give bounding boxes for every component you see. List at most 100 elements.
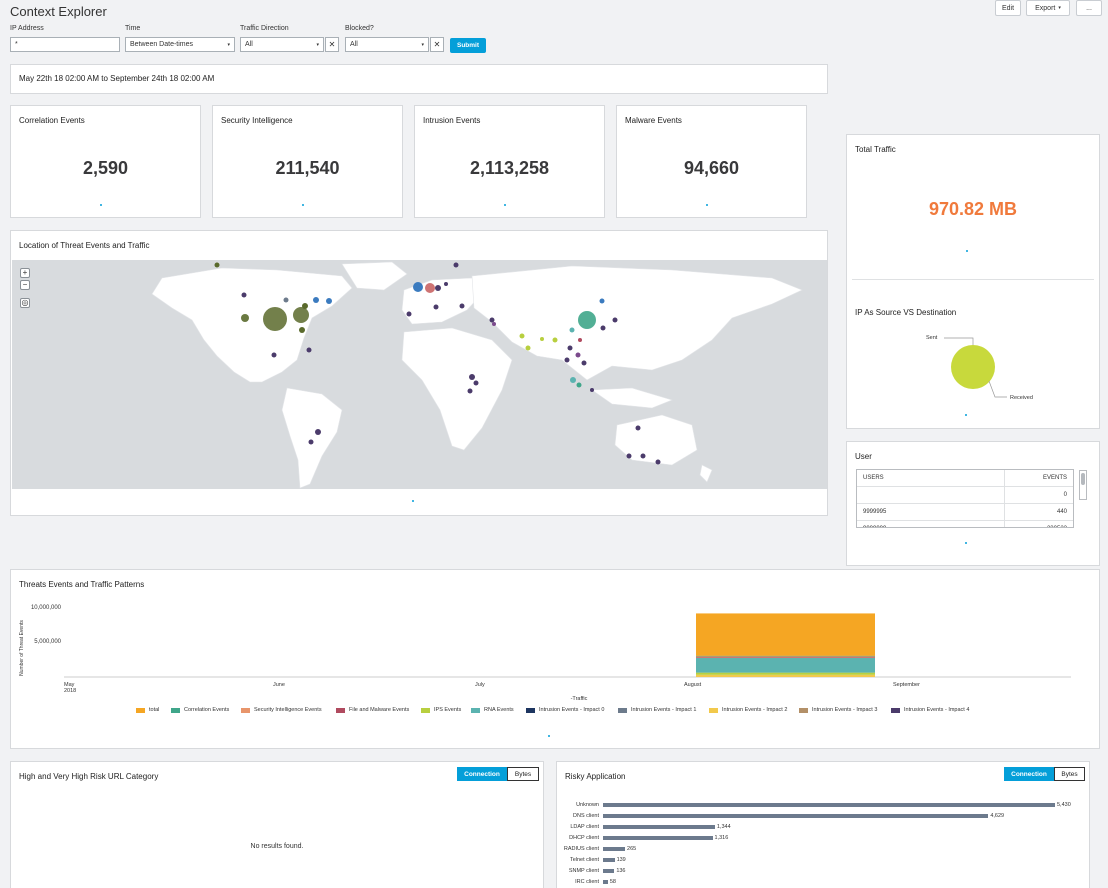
legend-item[interactable]: Intrusion Events - Impact 2 [709, 707, 787, 713]
stat-card-security-intelligence[interactable]: Security Intelligence 211,540 [212, 105, 403, 218]
world-map[interactable]: + − ◎ [12, 260, 827, 489]
bar-segment-intrusion-events-impact-2[interactable] [696, 674, 875, 677]
x-tick-year: 2018 [64, 688, 76, 694]
risky-app-label: SNMP client [568, 867, 599, 874]
legend-item[interactable]: Intrusion Events - Impact 0 [526, 707, 604, 713]
direction-select[interactable]: All ▾ [240, 37, 324, 52]
legend-item[interactable]: Intrusion Events - Impact 3 [799, 707, 877, 713]
legend-label: IPS Events [434, 707, 462, 713]
stat-card-malware[interactable]: Malware Events 94,660 [616, 105, 807, 218]
column-header-users[interactable]: USERS [857, 470, 1005, 486]
edit-button[interactable]: Edit [995, 0, 1021, 16]
connection-tab[interactable]: Connection [457, 767, 507, 781]
bar-segment-total[interactable] [696, 613, 875, 656]
events-cell: 440 [1056, 509, 1067, 515]
legend-item[interactable]: total [136, 707, 159, 713]
table-row[interactable]: 9999995 440 [857, 504, 1073, 521]
ip-address-input[interactable]: * [10, 37, 120, 52]
risky-app-row[interactable]: SNMP client 136 [557, 865, 626, 876]
legend-item[interactable]: Security Intelligence Events [241, 707, 322, 713]
legend-label: RNA Events [484, 707, 514, 713]
legend-item[interactable]: Intrusion Events - Impact 1 [618, 707, 696, 713]
risky-app-label: Unknown [576, 801, 599, 808]
risky-app-bar[interactable] [603, 813, 989, 818]
export-button[interactable]: Export ▾ [1026, 0, 1070, 16]
table-row[interactable]: 9999999 230522 [857, 521, 1073, 527]
submit-button[interactable]: Submit [450, 38, 486, 53]
table-row[interactable]: 0 [857, 487, 1073, 504]
stat-card-label: Intrusion Events [423, 116, 481, 125]
connection-tab[interactable]: Connection [1004, 767, 1054, 781]
legend-label: Intrusion Events - Impact 3 [812, 707, 878, 713]
risky-app-value: 58 [609, 878, 616, 885]
map-title: Location of Threat Events and Traffic [19, 241, 150, 250]
blocked-label: Blocked? [345, 25, 374, 32]
stat-card-label: Correlation Events [19, 116, 85, 125]
risky-app-value: 4,629 [990, 812, 1005, 819]
risky-app-bar[interactable] [603, 879, 608, 884]
risky-app-row[interactable]: Unknown 5,430 [557, 799, 1071, 810]
legend-item[interactable]: Intrusion Events - Impact 4 [891, 707, 969, 713]
legend-item[interactable]: File and Malware Events [336, 707, 409, 713]
risky-app-row[interactable]: DNS client 4,629 [557, 810, 1004, 821]
legend-swatch [241, 707, 250, 713]
zoom-out-button[interactable]: − [20, 280, 30, 290]
risky-app-label: LDAP client [570, 823, 599, 830]
x-axis-label: -Traffic [571, 696, 588, 702]
more-button[interactable]: ... [1076, 0, 1102, 16]
legend-label: total [149, 707, 160, 713]
legend-label: Intrusion Events - Impact 2 [722, 707, 788, 713]
ip-direction-label: IP As Source VS Destination [855, 308, 957, 317]
risky-app-row[interactable]: DHCP client 1,316 [557, 832, 728, 843]
clear-direction-button[interactable]: ✕ [325, 37, 339, 52]
legend-item[interactable]: Correlation Events [171, 707, 229, 713]
bar-segment-file-and-malware-events[interactable] [696, 657, 875, 659]
bar-segment-rna-events[interactable] [696, 658, 875, 673]
map-panel: Location of Threat Events and Traffic [10, 230, 828, 516]
risky-app-bar[interactable] [603, 846, 626, 851]
column-header-events[interactable]: EVENTS [1042, 475, 1067, 481]
risky-app-bar[interactable] [603, 824, 715, 829]
bytes-tab[interactable]: Bytes [507, 767, 539, 781]
risky-app-row[interactable]: RADIUS client 265 [557, 843, 636, 854]
risky-app-bar[interactable] [603, 802, 1055, 807]
scrollbar[interactable] [1079, 470, 1087, 500]
x-tick-label: May [64, 682, 75, 688]
risky-app-row[interactable]: LDAP client 1,344 [557, 821, 730, 832]
ip-address-label: IP Address [10, 25, 44, 32]
risky-app-value: 136 [616, 867, 626, 874]
clear-blocked-button[interactable]: ✕ [430, 37, 444, 52]
url-metric-toggle: Connection Bytes [457, 767, 539, 781]
pie-slice-sent[interactable] [951, 345, 995, 389]
threats-chart[interactable]: Number of Threat Events 10,000,000 5,000… [11, 598, 1101, 728]
risky-app-bar[interactable] [603, 857, 615, 862]
stat-card-intrusion[interactable]: Intrusion Events 2,113,258 [414, 105, 605, 218]
locate-button[interactable]: ◎ [20, 298, 30, 308]
loading-dot [706, 204, 708, 206]
events-cell: 230522 [1005, 526, 1073, 527]
bar-segment-ips-events[interactable] [696, 672, 875, 675]
stat-card-correlation[interactable]: Correlation Events 2,590 [10, 105, 201, 218]
zoom-in-button[interactable]: + [20, 268, 30, 278]
bar-segment-correlation-events[interactable] [696, 655, 875, 657]
risky-app-bar[interactable] [603, 868, 615, 873]
legend-item[interactable]: IPS Events [421, 707, 461, 713]
risky-app-value: 139 [616, 856, 626, 863]
bytes-tab[interactable]: Bytes [1054, 767, 1085, 781]
bar-segment-security-intelligence-events[interactable] [696, 655, 875, 658]
time-label: Time [125, 25, 141, 32]
legend-item[interactable]: RNA Events [471, 707, 514, 713]
total-traffic-value: 970.82 MB [928, 199, 1018, 219]
risky-app-bar[interactable] [603, 835, 713, 840]
loading-dot [965, 542, 967, 544]
risky-app-row[interactable]: IRC client 58 [557, 876, 616, 887]
empty-state: No results found. [250, 843, 304, 850]
blocked-select[interactable]: All ▾ [345, 37, 429, 52]
risky-app-row[interactable]: Telnet client 139 [557, 854, 626, 865]
risky-app-label: DNS client [573, 812, 599, 819]
legend-swatch [136, 707, 145, 713]
time-select[interactable]: Between Date-times ▾ [125, 37, 235, 52]
blocked-value: All [350, 41, 358, 48]
stat-card-label: Security Intelligence [221, 116, 293, 125]
stat-card-value: 211,540 [275, 158, 340, 178]
